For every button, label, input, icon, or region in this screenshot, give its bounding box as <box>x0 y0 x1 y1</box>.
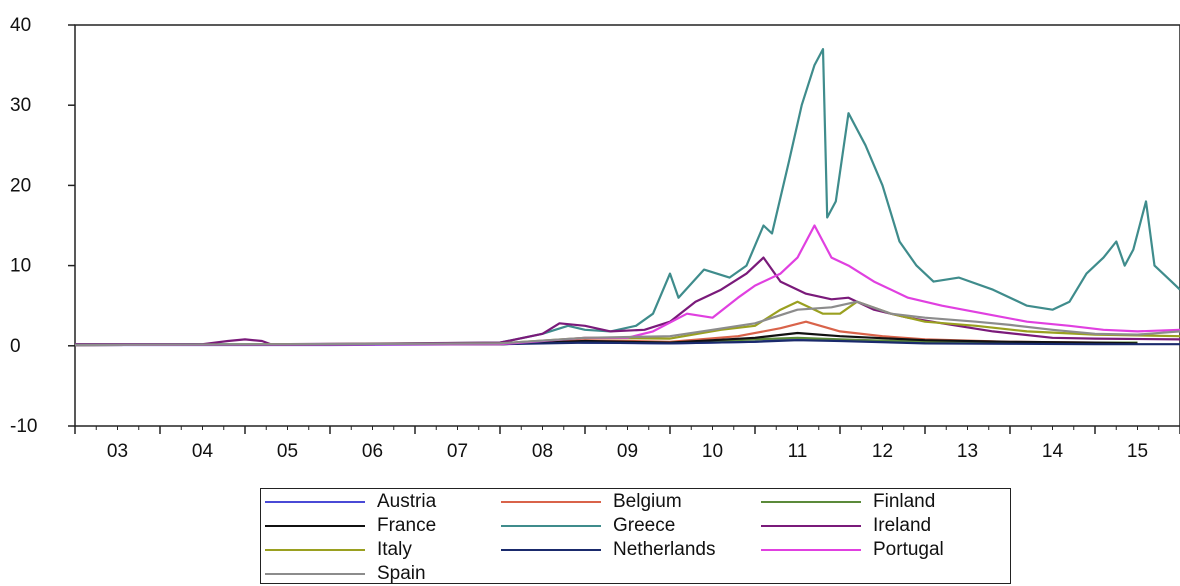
chart-axes <box>68 24 1180 434</box>
chart-legend: Austria Belgium Finland France Greece Ireland… <box>260 488 1011 584</box>
series-line-ireland <box>75 256 1180 346</box>
x-tick-label: 07 <box>447 441 468 462</box>
legend-swatch <box>265 573 365 575</box>
legend-swatch <box>501 549 601 551</box>
legend-item-belgium: Belgium <box>501 490 682 514</box>
legend-label: France <box>377 515 437 536</box>
y-tick-label: 20 <box>10 175 31 196</box>
series-line-portugal <box>74 224 1180 347</box>
series-lines <box>74 48 1180 347</box>
legend-swatch <box>265 501 365 503</box>
legend-item-italy: Italy <box>265 538 412 562</box>
x-tick-label: 08 <box>532 441 553 462</box>
legend-label: Belgium <box>613 491 682 512</box>
series-line-netherlands <box>74 339 1180 347</box>
legend-item-austria: Austria <box>265 490 436 514</box>
y-tick-label: 0 <box>10 336 21 357</box>
legend-label: Netherlands <box>613 539 716 560</box>
legend-item-netherlands: Netherlands <box>501 538 715 562</box>
legend-item-france: France <box>265 514 436 538</box>
x-tick-label: 04 <box>192 441 214 462</box>
legend-swatch <box>761 525 861 527</box>
x-tick-label: 06 <box>362 441 383 462</box>
x-tick-label: 03 <box>107 441 128 462</box>
x-tick-label: 14 <box>1042 441 1064 462</box>
plot-frame <box>74 24 1180 427</box>
x-tick-label: 10 <box>702 441 723 462</box>
legend-label: Portugal <box>873 539 944 560</box>
legend-item-finland: Finland <box>761 490 935 514</box>
legend-item-spain: Spain <box>265 562 426 586</box>
y-tick-label: 30 <box>10 95 31 116</box>
x-tick-label: 09 <box>617 441 638 462</box>
legend-swatch <box>761 549 861 551</box>
legend-swatch <box>761 501 861 503</box>
legend-item-portugal: Portugal <box>761 538 944 562</box>
legend-swatch <box>501 501 601 503</box>
x-tick-label: 13 <box>957 441 978 462</box>
series-line-greece <box>75 48 1180 346</box>
x-tick-label: 05 <box>277 441 298 462</box>
x-tick-label: 11 <box>788 441 808 462</box>
legend-swatch <box>265 525 365 527</box>
legend-label: Spain <box>377 563 426 584</box>
legend-swatch <box>501 525 601 527</box>
x-tick-label: 15 <box>1127 441 1148 462</box>
y-tick-label: 40 <box>10 15 31 36</box>
legend-swatch <box>265 549 365 551</box>
y-tick-label: 10 <box>10 256 31 277</box>
legend-label: Austria <box>377 491 437 512</box>
legend-label: Finland <box>873 491 936 512</box>
line-chart: -10 0 10 20 30 40 03 04 05 06 07 08 09 10 11 12 13 14 15 <box>10 15 1180 462</box>
series-line-italy <box>74 300 1180 347</box>
series-line-spain <box>74 300 1180 347</box>
y-tick-label: -10 <box>10 416 37 437</box>
legend-item-ireland: Ireland <box>761 514 931 538</box>
legend-label: Greece <box>613 515 676 536</box>
legend-label: Ireland <box>873 515 932 536</box>
legend-label: Italy <box>377 539 412 560</box>
legend-item-greece: Greece <box>501 514 675 538</box>
x-tick-label: 12 <box>872 441 893 462</box>
tick-labels: -10 0 10 20 30 40 03 04 05 06 07 08 09 10 11 12 13 14 15 <box>10 15 1148 462</box>
